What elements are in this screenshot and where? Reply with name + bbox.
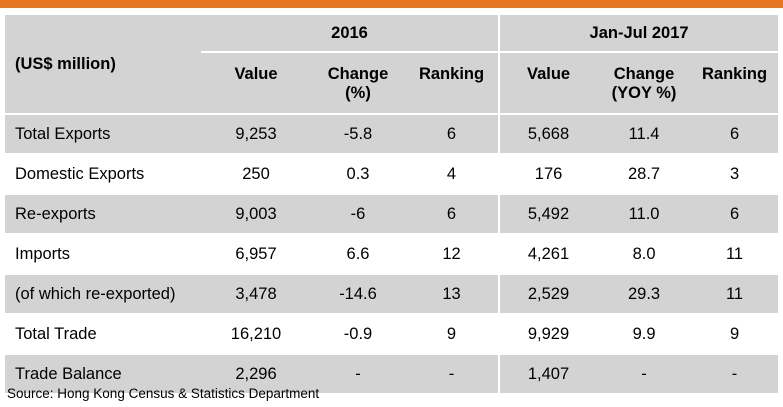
cell-ranking-2017: 11: [691, 233, 779, 274]
top-accent-bar: [0, 0, 783, 8]
cell-change-2017: -: [597, 353, 692, 393]
cell-value-2016: 2,296: [201, 353, 311, 393]
cell-change-2017: 11.0: [597, 193, 692, 234]
row-label: Trade Balance: [5, 353, 201, 393]
cell-change-2016: -0.9: [311, 313, 405, 354]
table-row: Re-exports 9,003 -6 6 5,492 11.0 6: [5, 193, 779, 234]
cell-change-2016: 6.6: [311, 233, 405, 274]
cell-ranking-2017: 6: [691, 193, 779, 234]
cell-value-2017: 1,407: [498, 353, 598, 393]
col-change-2017: Change (YOY %): [597, 52, 691, 114]
row-label: Total Exports: [5, 113, 201, 154]
col-change-2016-line2: (%): [345, 84, 371, 102]
table-row: Domestic Exports 250 0.3 4 176 28.7 3: [5, 153, 779, 194]
cell-value-2016: 250: [201, 153, 311, 194]
row-label: Imports: [5, 233, 201, 274]
cell-ranking-2016: -: [405, 353, 500, 393]
table-row: Imports 6,957 6.6 12 4,261 8.0 11: [5, 233, 779, 274]
cell-ranking-2016: 9: [405, 313, 500, 354]
cell-value-2017: 5,668: [498, 113, 598, 154]
cell-change-2017: 11.4: [597, 113, 692, 154]
col-ranking-2017: Ranking: [702, 65, 768, 83]
cell-value-2016: 9,003: [201, 193, 311, 234]
row-label: (of which re-exported): [5, 273, 201, 314]
period-2017-header: Jan-Jul 2017: [498, 15, 779, 53]
cell-value-2016: 16,210: [201, 313, 311, 354]
col-change-2016: Change (%): [311, 52, 405, 114]
cell-ranking-2016: 13: [405, 273, 500, 314]
cell-change-2016: -6: [311, 193, 405, 234]
cell-value-2017: 4,261: [498, 233, 598, 274]
col-change-2017-line2: (YOY %): [611, 84, 677, 102]
table-row: Trade Balance 2,296 - - 1,407 - -: [5, 353, 779, 393]
table-row: Total Trade 16,210 -0.9 9 9,929 9.9 9: [5, 313, 779, 354]
table-row: (of which re-exported) 3,478 -14.6 13 2,…: [5, 273, 779, 314]
cell-value-2016: 6,957: [201, 233, 311, 274]
table-row: Total Exports 9,253 -5.8 6 5,668 11.4 6: [5, 113, 779, 154]
row-label: Total Trade: [5, 313, 201, 354]
period-2016-header: 2016: [201, 15, 500, 53]
cell-value-2016: 3,478: [201, 273, 311, 314]
col-ranking-2016: Ranking: [418, 65, 485, 83]
cell-value-2017: 176: [498, 153, 598, 194]
cell-ranking-2016: 6: [405, 113, 500, 154]
cell-value-2016: 9,253: [201, 113, 311, 154]
trade-table: (US$ million) 2016 Jan-Jul 2017 Value Ch…: [5, 15, 779, 393]
source-note: Source: Hong Kong Census & Statistics De…: [7, 386, 320, 401]
cell-ranking-2017: 9: [691, 313, 779, 354]
unit-label: (US$ million): [15, 54, 116, 73]
cell-change-2016: -5.8: [311, 113, 405, 154]
cell-change-2016: -14.6: [311, 273, 405, 314]
cell-change-2017: 8.0: [597, 233, 692, 274]
cell-ranking-2017: -: [691, 353, 779, 393]
cell-ranking-2016: 4: [405, 153, 500, 194]
col-change-2016-line1: Change: [327, 65, 389, 83]
cell-value-2017: 9,929: [498, 313, 598, 354]
cell-value-2017: 2,529: [498, 273, 598, 314]
cell-change-2016: -: [311, 353, 405, 393]
cell-ranking-2017: 6: [691, 113, 779, 154]
cell-ranking-2016: 6: [405, 193, 500, 234]
row-label: Domestic Exports: [5, 153, 201, 194]
col-value-2017: Value: [498, 52, 598, 114]
cell-ranking-2017: 11: [691, 273, 779, 314]
cell-change-2016: 0.3: [311, 153, 405, 194]
cell-value-2017: 5,492: [498, 193, 598, 234]
cell-ranking-2016: 12: [405, 233, 500, 274]
row-label: Re-exports: [5, 193, 201, 234]
cell-change-2017: 29.3: [597, 273, 692, 314]
cell-change-2017: 9.9: [597, 313, 692, 354]
cell-ranking-2017: 3: [691, 153, 779, 194]
col-value-2016: Value: [234, 65, 278, 83]
header-row-years: (US$ million) 2016 Jan-Jul 2017: [5, 15, 779, 73]
col-change-2017-line1: Change: [613, 65, 675, 83]
cell-change-2017: 28.7: [597, 153, 692, 194]
